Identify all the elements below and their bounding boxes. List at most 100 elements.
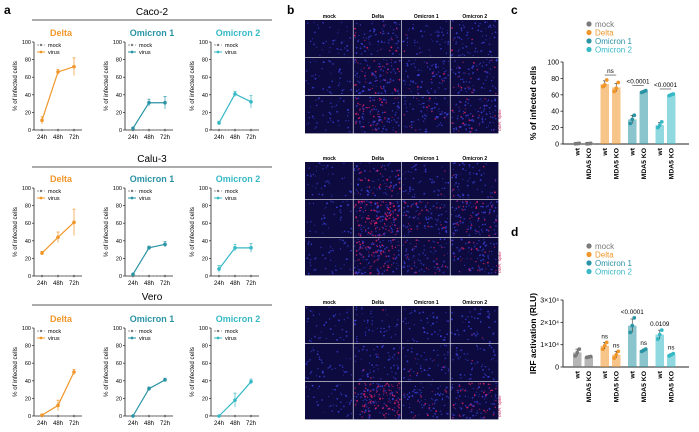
dapi-nucleus	[460, 356, 462, 358]
dapi-nucleus	[407, 340, 409, 342]
spike-signal	[433, 359, 435, 361]
dapi-nucleus	[368, 88, 370, 90]
dapi-nucleus	[443, 63, 445, 65]
dapi-nucleus	[464, 242, 467, 245]
spike-signal	[364, 382, 366, 384]
dapi-nucleus	[447, 60, 450, 62]
dapi-nucleus	[339, 205, 342, 208]
dapi-nucleus	[321, 254, 324, 257]
dapi-nucleus	[478, 402, 480, 404]
dapi-nucleus	[364, 395, 366, 398]
dapi-nucleus	[467, 396, 469, 398]
dapi-nucleus	[373, 366, 375, 368]
significance-label: ns	[607, 68, 614, 75]
dapi-nucleus	[438, 124, 440, 126]
y-axis-label: IRF activation (RLU)	[528, 293, 538, 374]
spike-signal	[364, 178, 366, 180]
dapi-nucleus	[393, 409, 396, 412]
column-header: Delta	[372, 156, 384, 162]
dapi-nucleus	[369, 96, 371, 98]
dapi-nucleus	[404, 125, 406, 128]
dapi-nucleus	[363, 170, 366, 172]
dapi-nucleus	[332, 404, 334, 406]
dapi-nucleus	[451, 243, 454, 246]
dapi-nucleus	[441, 397, 444, 400]
spike-signal	[476, 68, 478, 71]
spike-signal	[374, 260, 376, 262]
dapi-nucleus	[391, 110, 394, 112]
dapi-nucleus	[422, 252, 424, 254]
spike-signal	[391, 247, 394, 249]
dapi-nucleus	[491, 186, 493, 188]
dapi-nucleus	[381, 272, 384, 275]
spike-signal	[428, 407, 431, 409]
dapi-nucleus	[445, 311, 447, 314]
category-label: wt	[574, 147, 581, 156]
dapi-nucleus	[494, 99, 497, 102]
category-label: wt	[574, 370, 581, 379]
dapi-nucleus	[447, 368, 450, 370]
dapi-nucleus	[371, 316, 373, 318]
spike-signal	[406, 256, 409, 258]
spike-signal	[370, 202, 372, 204]
spike-signal	[370, 394, 373, 397]
dapi-nucleus	[362, 390, 365, 392]
spike-signal	[468, 241, 471, 244]
dapi-nucleus	[429, 68, 431, 70]
dapi-nucleus	[488, 313, 491, 315]
dapi-nucleus	[307, 183, 309, 186]
dapi-nucleus	[404, 190, 406, 192]
dapi-nucleus	[392, 129, 394, 131]
dapi-nucleus	[330, 200, 332, 202]
dapi-nucleus	[375, 402, 378, 404]
dapi-nucleus	[317, 182, 319, 184]
spike-signal	[363, 74, 366, 77]
dapi-nucleus	[364, 266, 366, 268]
dapi-nucleus	[412, 391, 414, 393]
dapi-nucleus	[323, 217, 326, 219]
dapi-nucleus	[406, 110, 408, 113]
dapi-nucleus	[309, 310, 312, 312]
dapi-nucleus	[418, 312, 421, 314]
dapi-nucleus	[369, 371, 371, 374]
spike-signal	[396, 410, 398, 412]
dapi-nucleus	[329, 364, 332, 367]
dapi-nucleus	[314, 268, 317, 271]
dapi-nucleus	[484, 184, 486, 186]
dapi-nucleus	[417, 217, 419, 220]
dapi-nucleus	[457, 391, 459, 394]
spike-signal	[478, 114, 481, 117]
micro-tile	[450, 162, 499, 200]
micro-tile-bg	[450, 162, 499, 200]
dapi-nucleus	[429, 409, 432, 412]
dapi-nucleus	[425, 358, 428, 361]
dapi-nucleus	[410, 90, 413, 93]
legend-marker	[586, 268, 592, 275]
dapi-nucleus	[388, 81, 391, 84]
spike-signal	[385, 404, 387, 406]
dapi-nucleus	[452, 253, 455, 255]
dapi-nucleus	[412, 23, 414, 25]
dapi-nucleus	[370, 189, 372, 191]
y-tick-label: 20	[551, 125, 559, 132]
legend-label-mock: mock	[48, 43, 61, 49]
dapi-nucleus	[416, 210, 418, 212]
dapi-nucleus	[322, 232, 324, 234]
dapi-nucleus	[362, 113, 364, 115]
dapi-nucleus	[334, 314, 337, 316]
dapi-nucleus	[378, 115, 381, 118]
dapi-nucleus	[392, 397, 395, 400]
dapi-nucleus	[369, 246, 372, 249]
dapi-nucleus	[324, 267, 327, 270]
spike-signal	[458, 106, 460, 108]
dapi-nucleus	[318, 385, 321, 388]
dapi-nucleus	[387, 261, 389, 263]
dapi-nucleus	[445, 229, 447, 231]
dapi-nucleus	[406, 126, 408, 128]
dapi-nucleus	[437, 364, 439, 367]
dapi-nucleus	[383, 41, 385, 43]
dapi-nucleus	[311, 87, 313, 89]
dapi-nucleus	[458, 75, 461, 77]
spike-signal	[407, 228, 410, 230]
dapi-nucleus	[487, 310, 489, 313]
